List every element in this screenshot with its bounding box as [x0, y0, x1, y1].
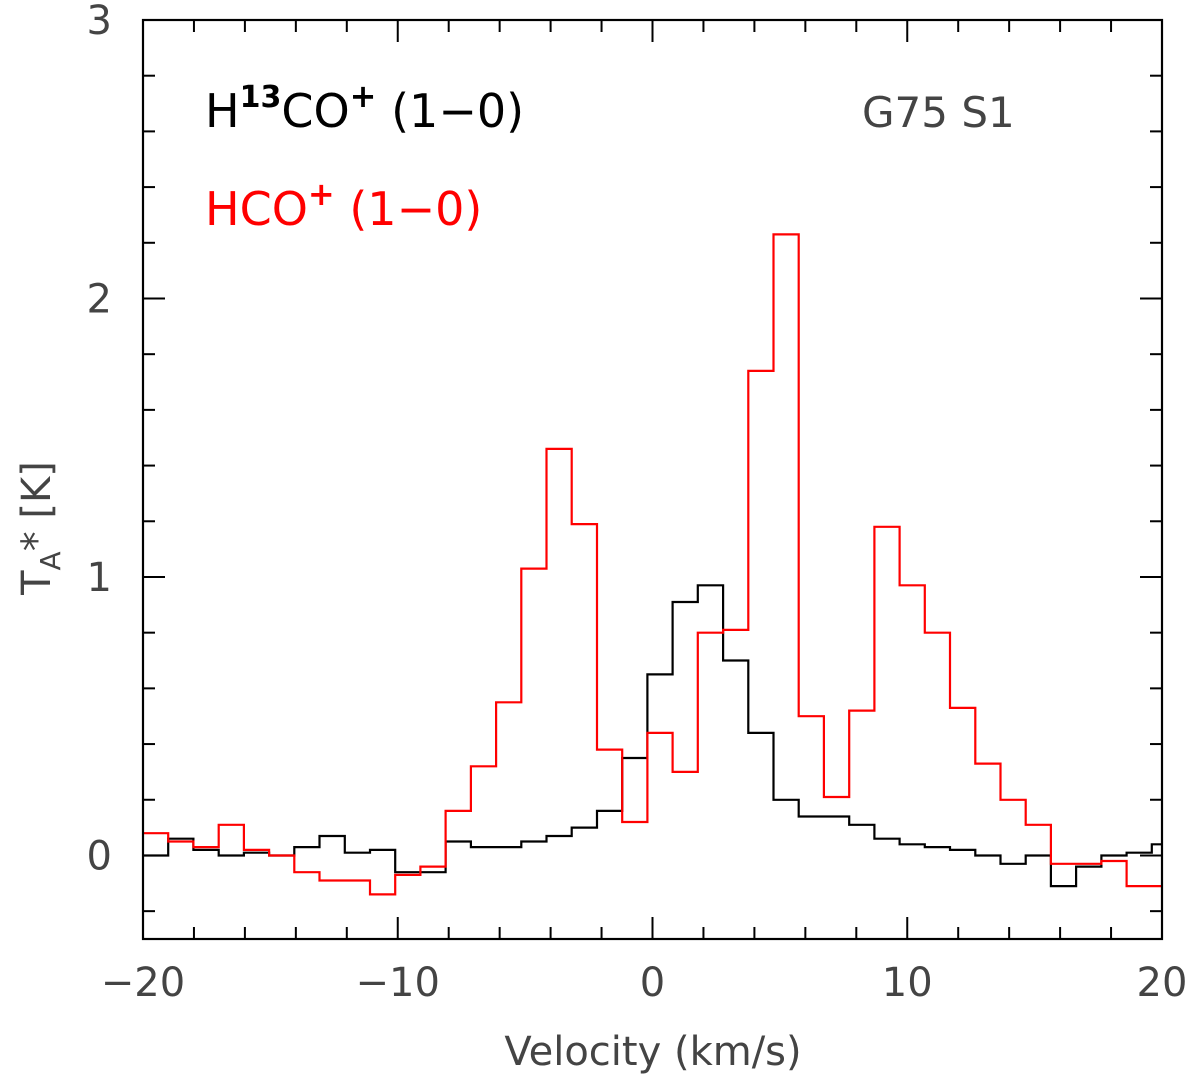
tick-marks [142, 19, 1163, 939]
y-axis-label-main: T [14, 570, 60, 596]
legend-hco-main: HCO [205, 182, 308, 236]
legend-h13co-sup: 13 [240, 80, 282, 115]
x-tick-label: 10 [882, 960, 933, 1006]
legend-hco: HCO+ (1−0) [205, 175, 482, 236]
x-tick-label: 20 [1137, 960, 1188, 1006]
y-tick-label: 1 [87, 555, 112, 601]
x-tick-label: −20 [101, 960, 185, 1006]
y-axis-label: TA* [K] [14, 461, 67, 596]
x-tick-label: −10 [356, 960, 440, 1006]
legend-h13co-sup2: + [350, 77, 377, 115]
y-axis-label-rest: * [K] [14, 461, 60, 551]
tick-labels: −20 −10 0 10 20 0 1 2 3 [87, 0, 1188, 1006]
source-annotation: G75 S1 [862, 88, 1015, 137]
x-tick-label: 0 [640, 960, 665, 1006]
series-hco-line [143, 233, 1162, 896]
legend-h13co-tail: (1−0) [376, 84, 524, 138]
y-tick-label: 2 [87, 276, 112, 322]
plot-frame [141, 18, 1164, 941]
legend-hco-sup: + [308, 175, 335, 213]
y-axis-label-sub: A [34, 551, 67, 570]
legend-hco-tail: (1−0) [335, 182, 483, 236]
series-h13co-line [143, 584, 1162, 888]
spectral-series [143, 233, 1162, 896]
y-tick-label: 0 [87, 833, 112, 879]
legend-h13co-mid: CO [281, 84, 349, 138]
legend-h13co: H13CO+ (1−0) [205, 77, 524, 138]
x-axis-label: Velocity (km/s) [504, 1029, 801, 1075]
y-tick-label: 3 [87, 0, 112, 44]
legend-h13co-main: H [205, 84, 240, 138]
